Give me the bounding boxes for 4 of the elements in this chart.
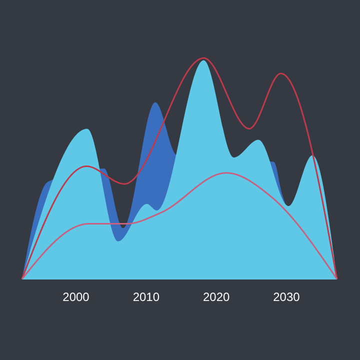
x-tick-label: 2000 bbox=[62, 290, 90, 304]
x-tick-label: 2020 bbox=[202, 290, 230, 304]
x-tick-label: 2010 bbox=[132, 290, 160, 304]
x-tick-label: 2030 bbox=[273, 290, 300, 304]
